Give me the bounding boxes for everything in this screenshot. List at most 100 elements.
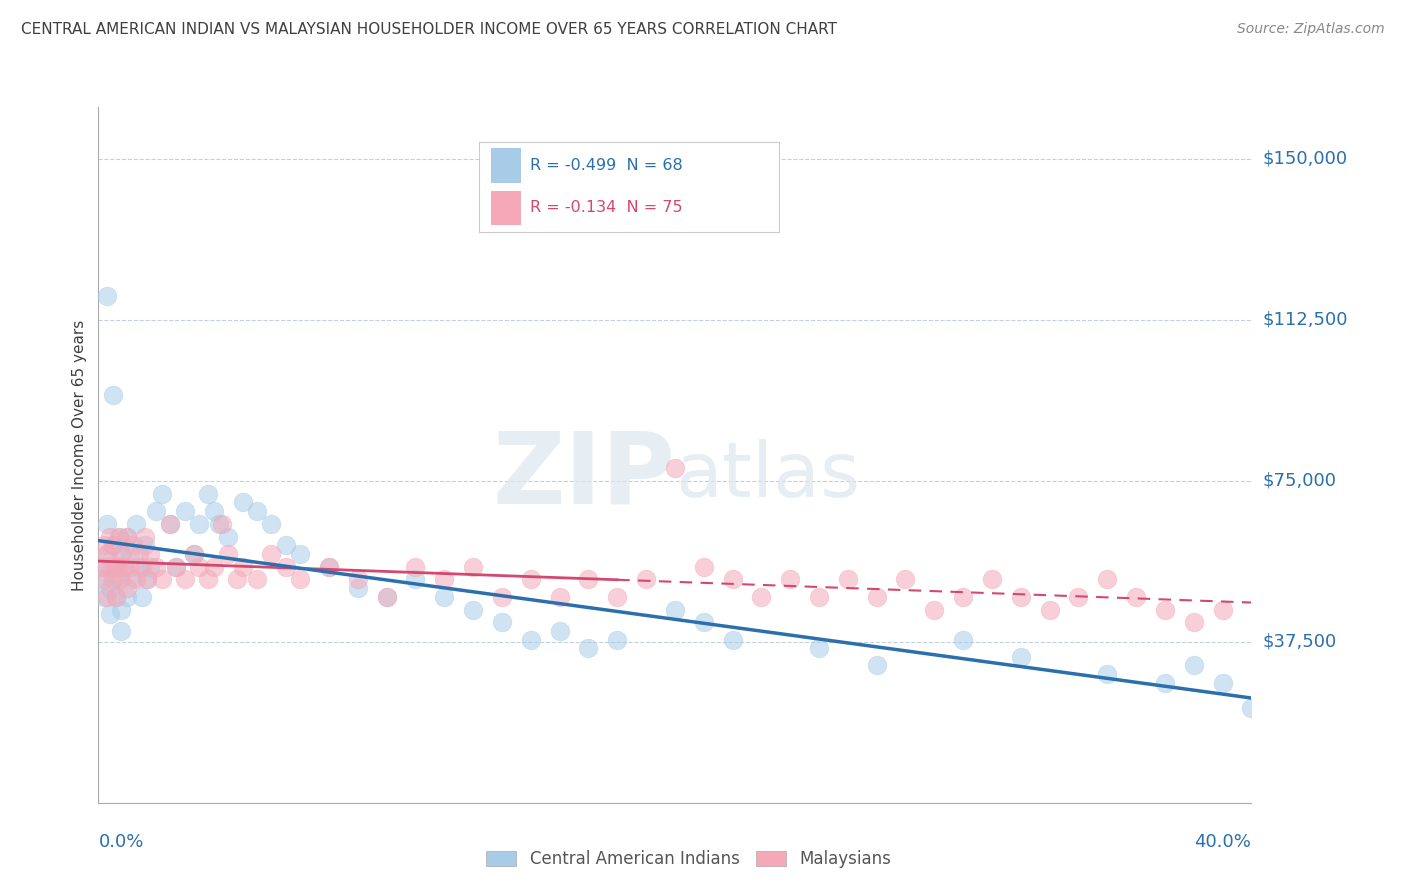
- Point: [246, 573, 269, 587]
- Point: [346, 573, 368, 587]
- Point: [145, 559, 167, 574]
- Point: [433, 590, 456, 604]
- Point: [107, 529, 129, 543]
- Point: [98, 529, 121, 543]
- Point: [110, 547, 132, 561]
- Point: [101, 573, 124, 587]
- Point: [101, 388, 124, 402]
- Point: [122, 573, 145, 587]
- Point: [866, 590, 889, 604]
- Point: [346, 581, 368, 595]
- Point: [1038, 602, 1062, 616]
- Point: [664, 460, 686, 475]
- Point: [578, 641, 600, 656]
- Text: $112,500: $112,500: [1263, 310, 1348, 328]
- Text: $150,000: $150,000: [1263, 150, 1347, 168]
- Point: [101, 538, 124, 552]
- Point: [93, 559, 115, 574]
- Point: [721, 573, 744, 587]
- Point: [779, 573, 801, 587]
- Point: [636, 573, 658, 587]
- Point: [159, 516, 181, 531]
- Point: [96, 289, 118, 303]
- Point: [120, 559, 142, 574]
- Point: [491, 615, 513, 630]
- Point: [208, 516, 231, 531]
- Point: [751, 590, 773, 604]
- Point: [520, 632, 543, 647]
- Point: [491, 590, 513, 604]
- Point: [150, 573, 173, 587]
- Point: [274, 559, 297, 574]
- Point: [117, 529, 138, 543]
- Point: [188, 559, 211, 574]
- Point: [165, 559, 187, 574]
- Point: [520, 573, 543, 587]
- Point: [202, 504, 225, 518]
- Point: [93, 573, 115, 587]
- Point: [122, 538, 145, 552]
- Point: [98, 607, 121, 621]
- Point: [174, 504, 197, 518]
- Text: Source: ZipAtlas.com: Source: ZipAtlas.com: [1237, 22, 1385, 37]
- Point: [174, 573, 197, 587]
- Point: [101, 538, 124, 552]
- Point: [952, 590, 974, 604]
- Point: [866, 658, 889, 673]
- Text: 0.0%: 0.0%: [98, 833, 143, 851]
- Point: [96, 547, 118, 561]
- Point: [112, 559, 135, 574]
- Point: [318, 559, 340, 574]
- Point: [134, 538, 156, 552]
- Point: [90, 573, 112, 587]
- Text: 40.0%: 40.0%: [1195, 833, 1251, 851]
- Point: [136, 573, 159, 587]
- Point: [693, 559, 716, 574]
- Point: [290, 547, 312, 561]
- Point: [375, 590, 398, 604]
- Point: [165, 559, 187, 574]
- Point: [93, 538, 115, 552]
- Point: [104, 590, 127, 604]
- Point: [197, 573, 219, 587]
- Point: [405, 573, 427, 587]
- Point: [128, 547, 150, 561]
- Point: [117, 590, 138, 604]
- Point: [606, 632, 628, 647]
- Point: [96, 590, 118, 604]
- Point: [1153, 602, 1175, 616]
- Point: [107, 573, 129, 587]
- Point: [807, 590, 830, 604]
- Point: [290, 573, 312, 587]
- Point: [117, 581, 138, 595]
- Point: [217, 547, 239, 561]
- Point: [433, 573, 456, 587]
- Point: [110, 547, 132, 561]
- Point: [101, 573, 124, 587]
- Point: [807, 641, 830, 656]
- Point: [1212, 675, 1234, 690]
- Point: [96, 516, 118, 531]
- Point: [548, 590, 571, 604]
- Text: CENTRAL AMERICAN INDIAN VS MALAYSIAN HOUSEHOLDER INCOME OVER 65 YEARS CORRELATIO: CENTRAL AMERICAN INDIAN VS MALAYSIAN HOU…: [21, 22, 837, 37]
- Point: [104, 590, 127, 604]
- Point: [461, 559, 484, 574]
- Point: [1182, 615, 1205, 630]
- Point: [664, 602, 686, 616]
- Point: [461, 602, 484, 616]
- Point: [837, 573, 859, 587]
- Point: [150, 486, 173, 500]
- Point: [981, 573, 1004, 587]
- Point: [134, 529, 156, 543]
- Point: [98, 559, 121, 574]
- Point: [139, 547, 162, 561]
- Point: [578, 573, 600, 587]
- Point: [110, 624, 132, 638]
- Point: [1153, 675, 1175, 690]
- Y-axis label: Householder Income Over 65 years: Householder Income Over 65 years: [72, 319, 87, 591]
- Text: atlas: atlas: [675, 439, 859, 513]
- Point: [375, 590, 398, 604]
- Point: [136, 573, 159, 587]
- Point: [104, 559, 127, 574]
- Point: [1125, 590, 1147, 604]
